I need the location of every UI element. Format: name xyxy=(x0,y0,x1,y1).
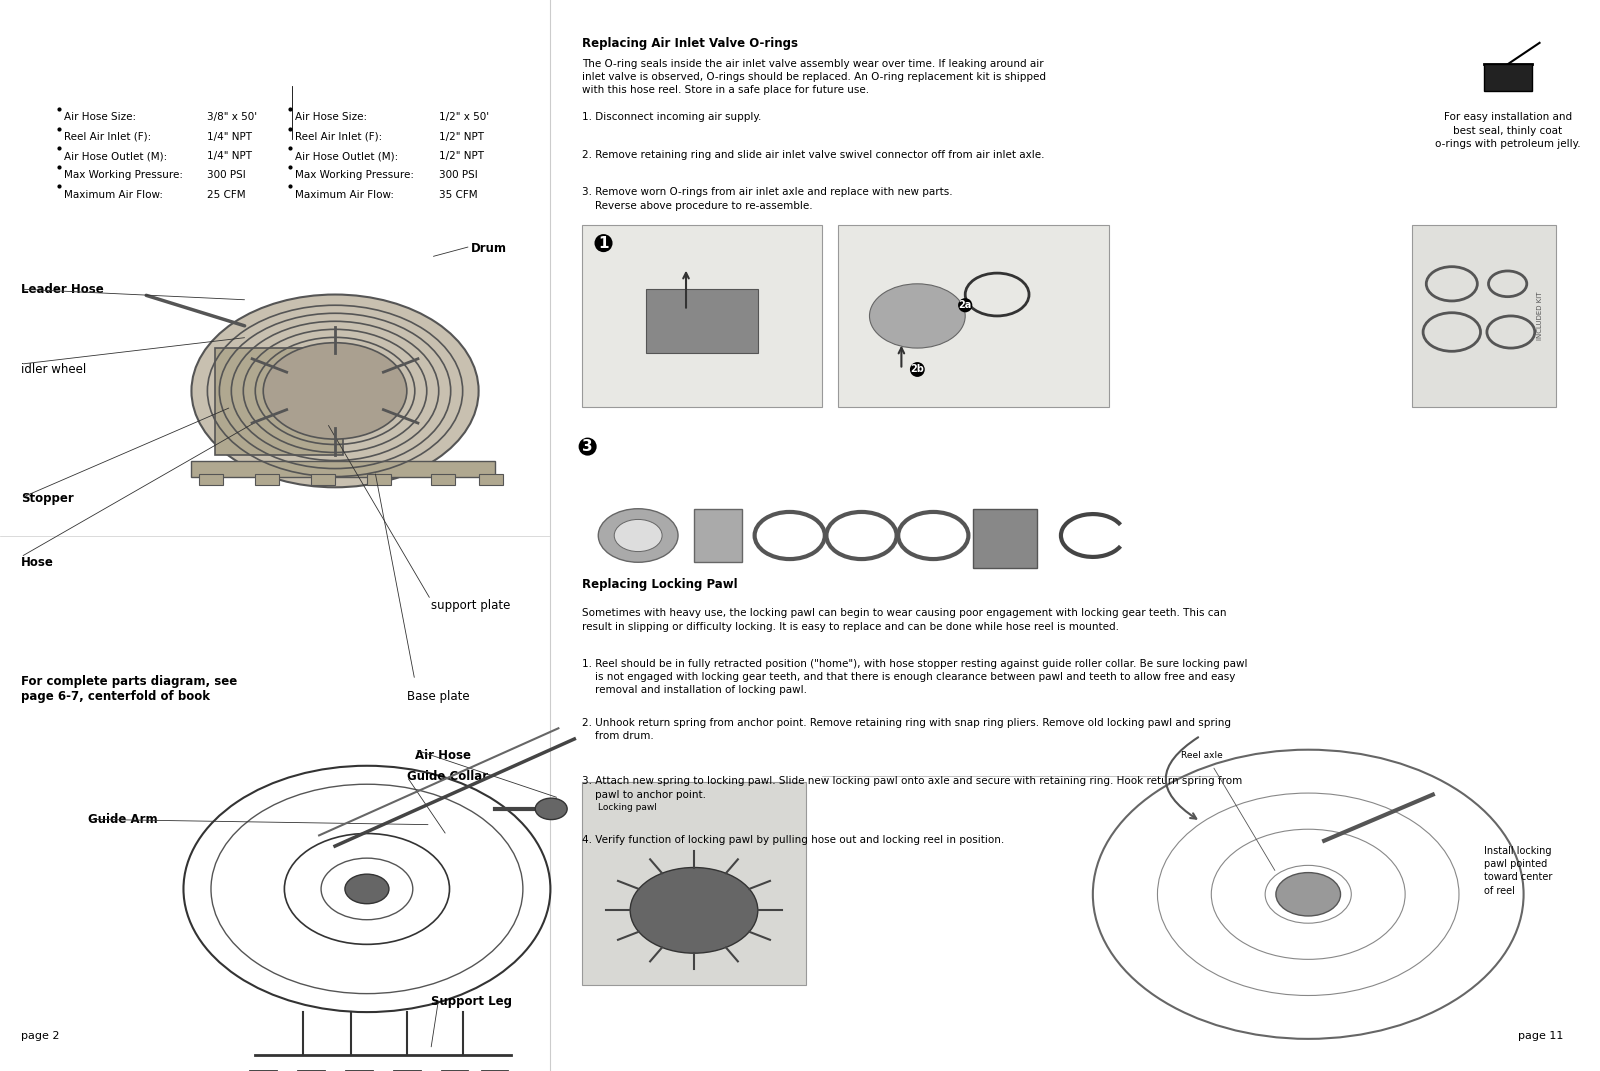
Text: Air Hose: Air Hose xyxy=(414,749,470,761)
Text: 3. Remove worn O-rings from air inlet axle and replace with new parts.
    Rever: 3. Remove worn O-rings from air inlet ax… xyxy=(582,187,954,211)
Bar xyxy=(366,474,390,485)
Text: Max Working Pressure:: Max Working Pressure: xyxy=(64,170,182,180)
Text: 1/4" NPT: 1/4" NPT xyxy=(208,132,253,141)
Text: Air Hose Outlet (M):: Air Hose Outlet (M): xyxy=(64,151,166,161)
Text: 1/4" NPT: 1/4" NPT xyxy=(208,151,253,161)
Text: Maximum Air Flow:: Maximum Air Flow: xyxy=(294,190,394,199)
Bar xyxy=(646,289,758,353)
Bar xyxy=(192,461,494,477)
Text: 2a: 2a xyxy=(958,300,971,311)
Circle shape xyxy=(346,874,389,904)
Text: Air Hose Size:: Air Hose Size: xyxy=(294,112,368,122)
Text: INCLUDED KIT: INCLUDED KIT xyxy=(1536,291,1542,341)
Text: Reel Air Inlet (F):: Reel Air Inlet (F): xyxy=(64,132,150,141)
Circle shape xyxy=(536,798,566,819)
Circle shape xyxy=(630,868,758,953)
Text: Support Leg: Support Leg xyxy=(430,995,512,1008)
Text: Guide Collar: Guide Collar xyxy=(406,770,488,783)
Text: 4. Verify function of locking pawl by pulling hose out and locking reel in posit: 4. Verify function of locking pawl by pu… xyxy=(582,835,1005,845)
Text: 2. Remove retaining ring and slide air inlet valve swivel connector off from air: 2. Remove retaining ring and slide air i… xyxy=(582,150,1045,160)
Text: Drum: Drum xyxy=(470,242,507,255)
Text: Hose: Hose xyxy=(21,556,54,569)
Text: 300 PSI: 300 PSI xyxy=(438,170,477,180)
Text: Maximum Air Flow:: Maximum Air Flow: xyxy=(64,190,163,199)
Bar xyxy=(1411,225,1555,407)
Text: 1/2" NPT: 1/2" NPT xyxy=(438,151,483,161)
Text: The O-ring seals inside the air inlet valve assembly wear over time. If leaking : The O-ring seals inside the air inlet va… xyxy=(582,59,1046,95)
Bar xyxy=(256,474,278,485)
Bar xyxy=(694,509,742,562)
Text: Reel axle: Reel axle xyxy=(1181,752,1222,760)
Text: idler wheel: idler wheel xyxy=(21,363,86,376)
Text: Air Hose Outlet (M):: Air Hose Outlet (M): xyxy=(294,151,398,161)
Bar xyxy=(973,509,1037,568)
Bar xyxy=(478,474,502,485)
Text: Stopper: Stopper xyxy=(21,492,74,504)
Text: 1. Reel should be in fully retracted position ("home"), with hose stopper restin: 1. Reel should be in fully retracted pos… xyxy=(582,659,1248,695)
Text: Air Hose Size:: Air Hose Size: xyxy=(64,112,136,122)
Text: For complete parts diagram, see
page 6-7, centerfold of book: For complete parts diagram, see page 6-7… xyxy=(21,675,237,703)
Circle shape xyxy=(869,284,965,348)
Bar xyxy=(310,474,334,485)
Text: Install locking
pawl pointed
toward center
of reel: Install locking pawl pointed toward cent… xyxy=(1483,846,1552,895)
Text: 2b: 2b xyxy=(910,364,925,375)
Circle shape xyxy=(598,509,678,562)
Text: 1/2" NPT: 1/2" NPT xyxy=(438,132,483,141)
Text: support plate: support plate xyxy=(430,599,510,612)
Bar xyxy=(837,225,1109,407)
Text: Reel Air Inlet (F):: Reel Air Inlet (F): xyxy=(294,132,382,141)
Circle shape xyxy=(614,519,662,552)
Text: Leader Hose: Leader Hose xyxy=(21,283,104,296)
Bar xyxy=(1483,64,1531,91)
Text: 35 CFM: 35 CFM xyxy=(438,190,477,199)
Text: 25 CFM: 25 CFM xyxy=(208,190,246,199)
Text: Guide Arm: Guide Arm xyxy=(88,813,157,826)
Circle shape xyxy=(264,343,406,439)
Text: Max Working Pressure:: Max Working Pressure: xyxy=(294,170,414,180)
Text: 1/2" x 50': 1/2" x 50' xyxy=(438,112,490,122)
Text: 1: 1 xyxy=(598,236,608,251)
Circle shape xyxy=(192,295,478,487)
Text: page 2: page 2 xyxy=(21,1031,59,1041)
Text: Replacing Air Inlet Valve O-rings: Replacing Air Inlet Valve O-rings xyxy=(582,37,798,50)
Bar xyxy=(582,225,822,407)
Text: Locking pawl: Locking pawl xyxy=(598,803,658,812)
Text: Base plate: Base plate xyxy=(406,690,469,703)
Text: 300 PSI: 300 PSI xyxy=(208,170,246,180)
Text: For easy installation and
best seal, thinly coat
o-rings with petroleum jelly.: For easy installation and best seal, thi… xyxy=(1435,112,1581,149)
Text: 1. Disconnect incoming air supply.: 1. Disconnect incoming air supply. xyxy=(582,112,762,122)
Text: page 11: page 11 xyxy=(1518,1031,1563,1041)
Circle shape xyxy=(1275,873,1341,916)
Bar xyxy=(582,782,806,985)
Bar xyxy=(200,474,224,485)
Text: 3/8" x 50': 3/8" x 50' xyxy=(208,112,258,122)
Text: 3: 3 xyxy=(582,439,594,454)
Text: Replacing Locking Pawl: Replacing Locking Pawl xyxy=(582,578,738,591)
Text: Sometimes with heavy use, the locking pawl can begin to wear causing poor engage: Sometimes with heavy use, the locking pa… xyxy=(582,608,1227,632)
Text: 3. Attach new spring to locking pawl. Slide new locking pawl onto axle and secur: 3. Attach new spring to locking pawl. Sl… xyxy=(582,776,1243,800)
Text: 2. Unhook return spring from anchor point. Remove retaining ring with snap ring : 2. Unhook return spring from anchor poin… xyxy=(582,718,1232,741)
Bar xyxy=(430,474,454,485)
Bar xyxy=(216,348,342,455)
